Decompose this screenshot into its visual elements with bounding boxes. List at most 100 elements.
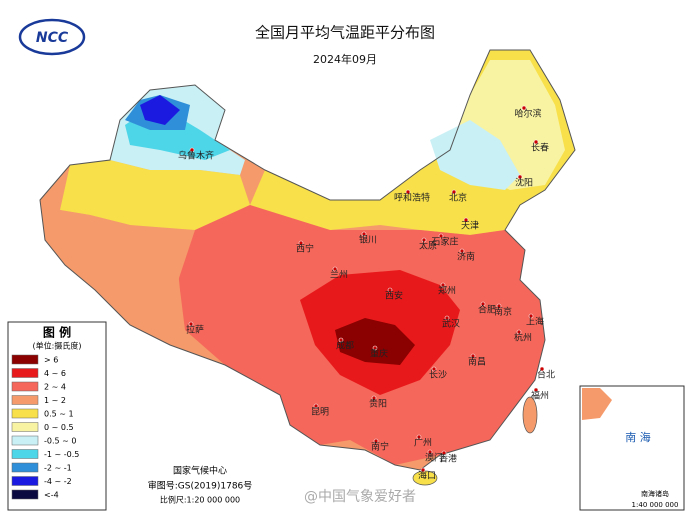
city-dot xyxy=(516,329,522,335)
footer-scale: 比例尺:1:20 000 000 xyxy=(160,495,240,505)
inset-title: 南海诸岛 xyxy=(641,489,669,498)
legend-swatch xyxy=(11,449,39,459)
region xyxy=(60,160,250,230)
region xyxy=(140,95,180,125)
city-dot xyxy=(521,105,527,111)
city-label: 杭州 xyxy=(514,332,532,344)
legend-label: <-4 xyxy=(44,491,59,500)
city-dot xyxy=(440,282,446,288)
city-dot xyxy=(480,301,486,307)
city-label: 南宁 xyxy=(371,441,389,453)
city-label: 海口 xyxy=(418,470,436,482)
logo-ring xyxy=(18,18,86,56)
city-label: 福州 xyxy=(531,390,549,402)
city-label: 上海 xyxy=(526,316,544,328)
legend-swatch xyxy=(11,408,39,419)
city-dot xyxy=(539,366,545,372)
city-dot xyxy=(459,248,465,254)
city-dot xyxy=(387,287,393,293)
city-dot xyxy=(313,403,319,409)
city-dot xyxy=(444,315,450,321)
legend-title: 图 例 xyxy=(43,325,71,340)
region xyxy=(335,318,415,365)
city-dot xyxy=(372,345,378,351)
inset-land xyxy=(582,388,612,420)
legend-label: 0.5 ~ 1 xyxy=(44,410,74,419)
city-label: 合肥 xyxy=(478,304,496,316)
city-dot xyxy=(421,237,427,243)
city-label: 哈尔滨 xyxy=(514,108,541,120)
legend-items: > 6 4 ~ 6 2 ~ 4 1 ~ 2 0.5 ~ 1 0 ~ 0.5 -0.5 ~ 0… xyxy=(11,354,79,500)
legend-swatch xyxy=(11,354,39,365)
city-label: 拉萨 xyxy=(186,324,204,336)
city-label: 太原 xyxy=(419,240,437,252)
city-label: 乌鲁木齐 xyxy=(178,150,214,162)
city-dot xyxy=(405,189,411,195)
legend-label: -0.5 ~ 0 xyxy=(44,437,77,446)
city-label: 昆明 xyxy=(311,407,329,418)
city-label: 沈阳 xyxy=(515,177,533,189)
legend-label: 0 ~ 0.5 xyxy=(44,423,74,432)
city-label: 呼和浩特 xyxy=(394,192,430,204)
city-dot xyxy=(371,395,377,401)
city-label: 台北 xyxy=(537,369,555,381)
city-label: 南昌 xyxy=(468,356,486,368)
footer-approval: 审图号:GS(2019)1786号 xyxy=(148,480,253,492)
city-dot xyxy=(189,147,195,153)
city-dot xyxy=(332,266,338,272)
city-dot xyxy=(463,217,469,223)
city-label: 长沙 xyxy=(429,369,447,381)
taiwan xyxy=(522,396,538,434)
city-dot xyxy=(438,233,444,239)
legend-swatch xyxy=(11,476,39,486)
city-dot xyxy=(441,450,447,456)
legend-label: -2 ~ -1 xyxy=(44,464,72,473)
legend-swatch xyxy=(11,489,39,500)
footer-org: 国家气候中心 xyxy=(173,465,227,477)
legend-label: -4 ~ -2 xyxy=(44,477,72,486)
city-dot xyxy=(528,313,534,319)
city-label: 西安 xyxy=(385,290,403,302)
legend-label: 2 ~ 4 xyxy=(44,383,66,392)
city-label: 南京 xyxy=(494,306,512,318)
city-label: 澳门 xyxy=(425,452,443,464)
city-label: 郑州 xyxy=(438,285,456,297)
city-dot xyxy=(451,189,457,195)
legend-label: > 6 xyxy=(44,356,58,365)
region xyxy=(430,120,520,190)
city-dot xyxy=(517,174,523,180)
city-label: 长春 xyxy=(531,142,549,154)
city-label: 石家庄 xyxy=(431,236,458,248)
city-dot xyxy=(533,139,539,145)
city-dot xyxy=(420,467,426,473)
city-label: 银川 xyxy=(359,234,377,246)
city-label: 重庆 xyxy=(370,348,388,360)
logo: NCC xyxy=(36,30,69,46)
date: 2024年09月 xyxy=(313,52,377,66)
border xyxy=(39,49,576,471)
city-label: 济南 xyxy=(457,251,475,263)
region xyxy=(40,200,185,345)
legend-swatch xyxy=(11,422,39,432)
city-dot xyxy=(298,240,304,246)
legend-swatch xyxy=(11,368,39,378)
title: 全国月平均气温距平分布图 xyxy=(255,24,435,42)
legend-swatch xyxy=(11,435,39,446)
city-label: 兰州 xyxy=(330,269,348,281)
city-label: 贵阳 xyxy=(369,398,387,410)
city-dot xyxy=(496,303,502,309)
city-dot xyxy=(533,387,539,393)
city-dot xyxy=(373,438,379,444)
legend-swatch xyxy=(11,381,39,392)
inset-scale: 1:40 000 000 xyxy=(632,501,679,509)
city-label: 北京 xyxy=(449,192,467,204)
city-dot xyxy=(431,366,437,372)
city-label: 香港 xyxy=(439,453,457,465)
map-regions xyxy=(40,50,575,470)
city-dot xyxy=(188,321,194,327)
city-dot xyxy=(416,434,422,440)
legend-label: 4 ~ 6 xyxy=(44,369,66,378)
legend-label: -1 ~ -0.5 xyxy=(44,450,79,459)
